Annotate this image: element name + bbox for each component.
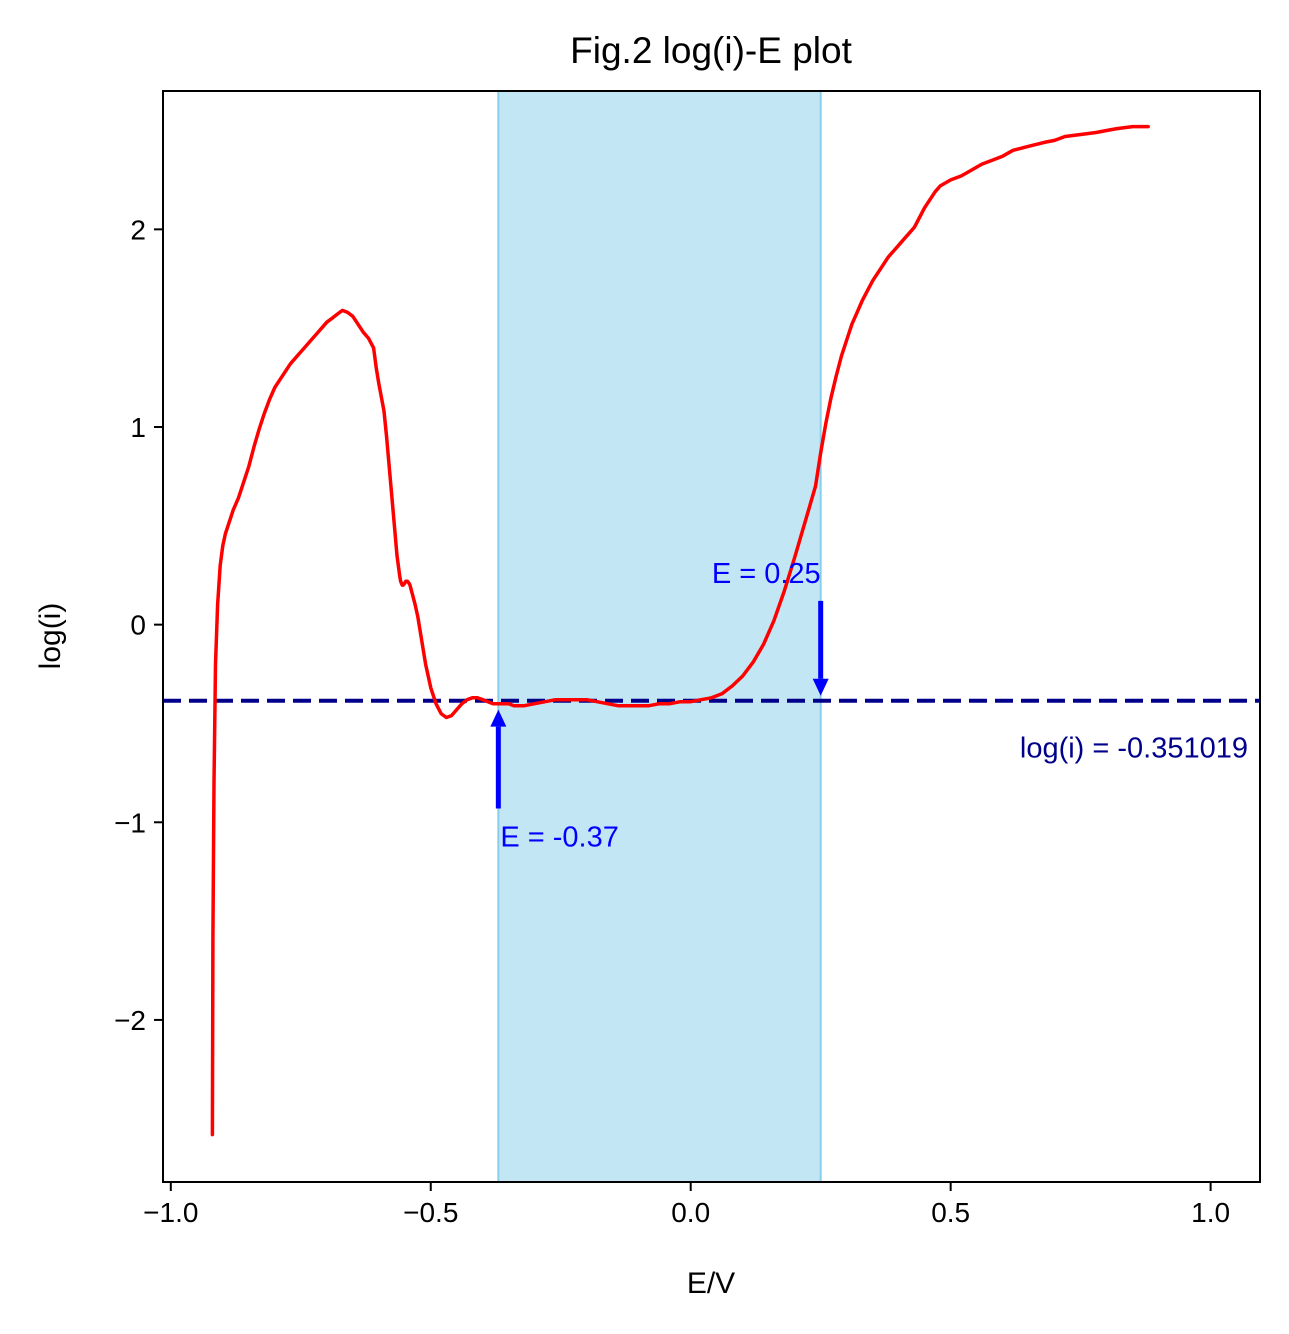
annotation-label-1: E = 0.25	[712, 558, 821, 590]
annotation-arrow-head-0	[490, 709, 507, 727]
x-axis-label: E/V	[687, 1267, 735, 1300]
y-tick-label: 0	[130, 610, 146, 641]
x-tick-label: 0.5	[931, 1197, 970, 1228]
y-tick-label: 2	[130, 214, 146, 245]
series-line-0	[210, 124, 1150, 1137]
x-tick-label: −1.0	[143, 1197, 198, 1228]
y-axis-label: log(i)	[34, 603, 67, 670]
y-tick-label: −1	[114, 807, 146, 838]
x-tick-label: 0.0	[671, 1197, 710, 1228]
x-tick-label: −0.5	[403, 1197, 458, 1228]
shaded-region	[497, 90, 822, 1183]
annotation-arrow-head-1	[812, 678, 829, 696]
x-tick-label: 1.0	[1191, 1197, 1230, 1228]
y-tick-label: −2	[114, 1005, 146, 1036]
annotation-label-0: E = -0.37	[500, 821, 619, 853]
y-tick-label: 1	[130, 412, 146, 443]
reference-line-label: log(i) = -0.351019	[1020, 733, 1248, 765]
plot-frame	[162, 90, 1261, 1183]
chart-title: Fig.2 log(i)-E plot	[570, 30, 852, 71]
